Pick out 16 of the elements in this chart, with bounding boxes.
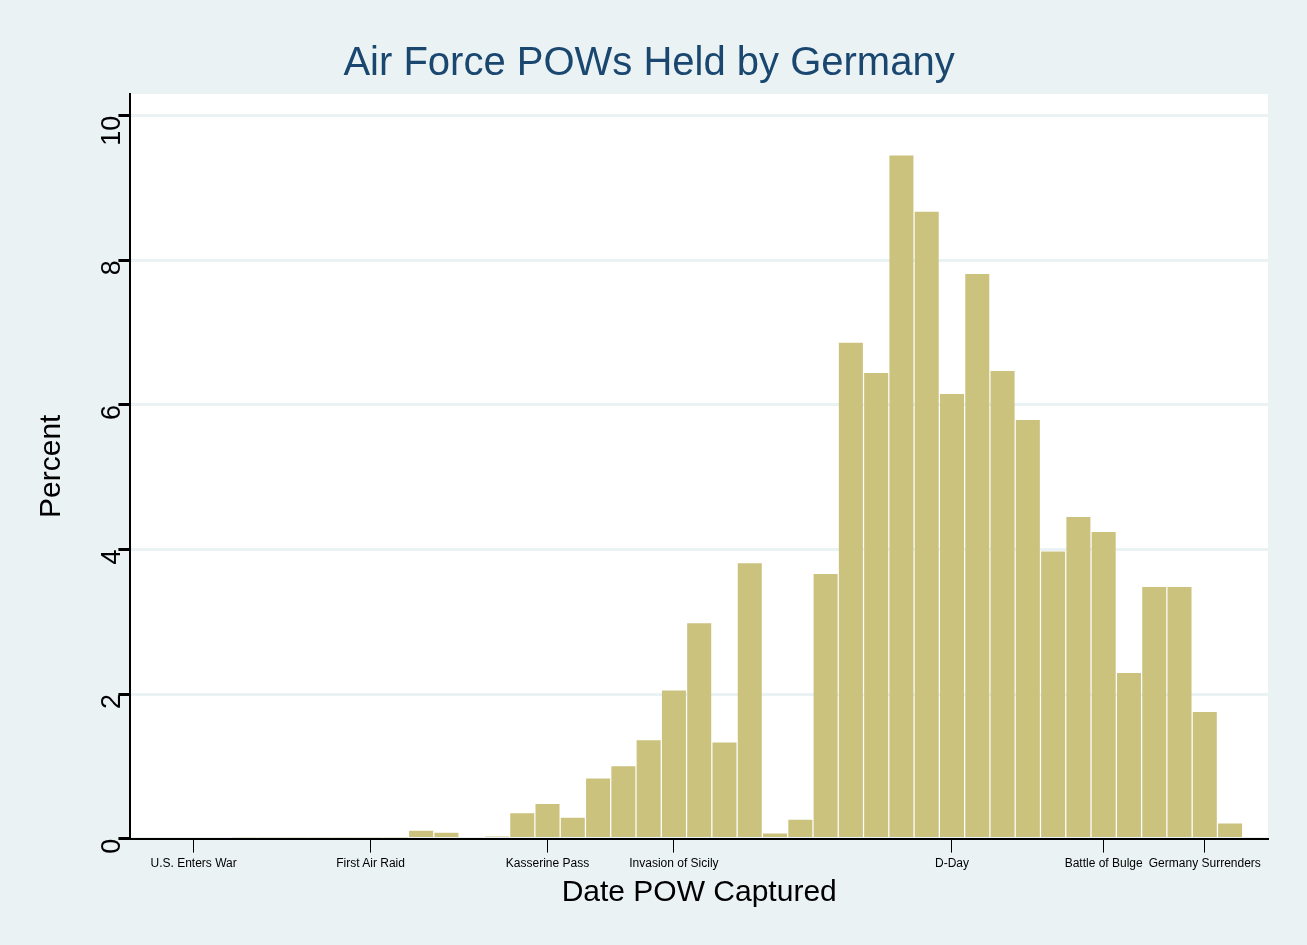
x-tick-label: Germany Surrenders — [1148, 856, 1261, 871]
y-tick-label: 8 — [95, 260, 126, 276]
y-tick-label: 2 — [95, 694, 126, 710]
x-tick-label: First Air Raid — [336, 856, 405, 871]
y-tick-label: 0 — [95, 838, 126, 854]
chart-title: Air Force POWs Held by Germany — [343, 39, 955, 84]
x-axis-title: Date POW Captured — [561, 874, 837, 908]
x-tick-label: D-Day — [934, 856, 970, 871]
x-tick-label: U.S. Enters War — [150, 856, 237, 871]
x-tick-label: Kasserine Pass — [505, 856, 590, 871]
y-axis-title: Percent — [33, 413, 67, 518]
y-tick-label: 10 — [95, 115, 126, 146]
x-tick-label: Battle of Bulge — [1064, 856, 1144, 871]
y-tick-label: 6 — [95, 404, 126, 420]
y-tick-label: 4 — [95, 549, 126, 565]
x-tick-label: Invasion of Sicily — [629, 856, 719, 871]
